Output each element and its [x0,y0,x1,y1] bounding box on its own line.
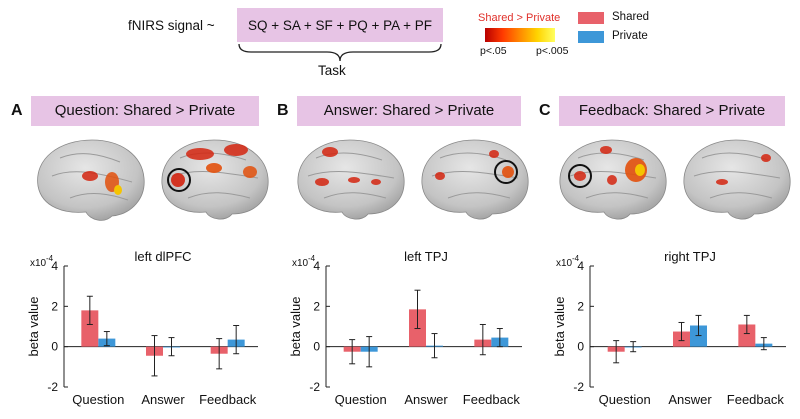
y-axis-label: beta value [26,297,41,357]
panel-b-band [297,96,521,126]
significance-colorbar [485,28,555,42]
y-tick-label: 4 [51,259,58,273]
panel-c-letter: C [539,102,551,119]
significance-high: p<.005 [536,45,569,57]
scale-label: x10 [30,258,47,269]
formula-highlight [237,8,443,42]
y-tick-label: 0 [313,340,320,354]
brain-c-right [683,139,791,220]
x-tick-label: Feedback [199,392,257,407]
y-axis-label: beta value [552,297,567,357]
x-tick-label: Feedback [463,392,521,407]
brain-images [37,139,791,221]
panel-b-title: Answer: Shared > Private [323,102,495,119]
formula-terms: SQ + SA + SF + PQ + PA + PF [248,18,432,33]
panel-a-band [31,96,259,126]
brain-a-left [37,139,145,221]
y-tick-label: 2 [577,299,584,313]
bar-private [690,325,707,347]
y-tick-label: -2 [573,380,584,394]
y-tick-label: 0 [51,340,58,354]
panel-c-band [559,96,785,126]
chart-title: right TPJ [664,249,716,264]
task-label: Task [318,63,346,78]
brain-a-right [161,139,269,220]
legend-swatch-private [578,31,604,43]
significance-low: p<.05 [480,45,507,57]
chart-title: left TPJ [404,249,448,264]
bar-shared [81,310,99,347]
x-tick-label: Answer [668,392,712,407]
x-tick-label: Answer [404,392,448,407]
x-tick-label: Question [599,392,651,407]
panel-a-letter: A [11,102,23,119]
panel-c-title: Feedback: Shared > Private [578,102,766,119]
scale-exponent: -4 [46,254,54,263]
panel-a-title: Question: Shared > Private [54,102,236,119]
legend-label-private: Private [612,30,648,42]
y-tick-label: 4 [313,259,320,273]
y-tick-label: 2 [313,299,320,313]
roi-circle [494,160,518,184]
y-tick-label: 0 [577,340,584,354]
y-tick-label: -2 [309,380,320,394]
panel-b-letter: B [277,102,289,119]
brain-b-right [421,139,529,220]
legend-swatch-shared [578,12,604,24]
x-tick-label: Question [335,392,387,407]
scale-label: x10 [556,258,573,269]
bar-shared [738,324,756,347]
scale-label: x10 [292,258,309,269]
roi-circle [568,164,592,188]
y-tick-label: 4 [577,259,584,273]
chart-title: left dlPFC [134,249,191,264]
brain-c-left [559,139,667,220]
y-axis-label: beta value [288,297,303,357]
significance-title: Shared > Private [478,12,561,24]
x-tick-label: Answer [141,392,185,407]
formula-lead: fNIRS signal ~ [128,18,215,33]
roi-circle [167,168,191,192]
x-tick-label: Feedback [727,392,785,407]
brain-b-left [297,139,405,220]
scale-exponent: -4 [572,254,580,263]
scale-exponent: -4 [308,254,316,263]
x-tick-label: Question [72,392,124,407]
task-brace [238,43,442,62]
legend-label-shared: Shared [612,11,650,23]
y-tick-label: 2 [51,299,58,313]
y-tick-label: -2 [47,380,58,394]
